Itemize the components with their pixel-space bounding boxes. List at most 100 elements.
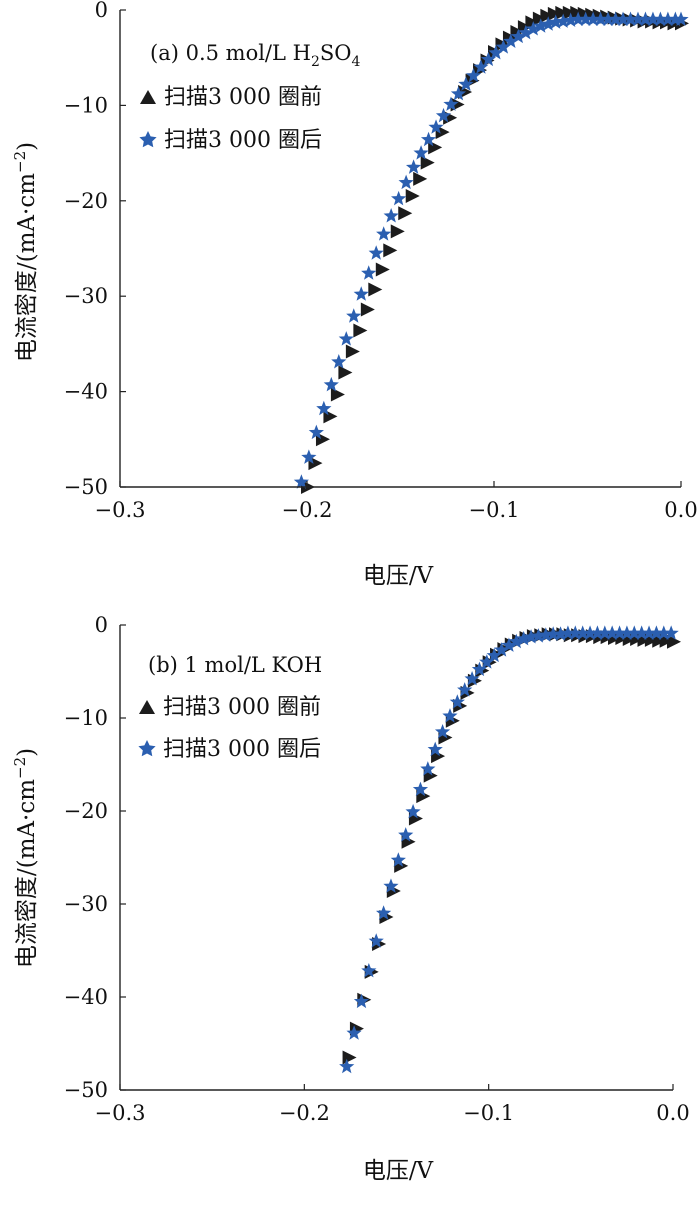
panel-b-legend: 扫描3 000 圈前 扫描3 000 圈后 xyxy=(138,695,321,762)
panel-b-star-point xyxy=(604,625,620,640)
panel-a-ticks: −0.3 −0.2 −0.1 0.0 0 −10 −20 −30 −40 −50 xyxy=(64,0,698,522)
panel-a-triangle-point xyxy=(532,11,547,26)
panel-b-star-point xyxy=(434,723,451,739)
panel-a-y-axis-title: 电流密度/(mA·cm−2) xyxy=(11,142,40,362)
panel-a-star-point xyxy=(585,11,601,27)
panel-a-star-point xyxy=(548,14,564,29)
panel-a-star-point xyxy=(316,400,332,416)
panel-a-star-point xyxy=(525,21,541,36)
panel-a-triangle-point xyxy=(353,323,368,338)
panel-a-star-point xyxy=(555,13,571,28)
panel-b-star-point xyxy=(641,625,657,640)
panel-b-x-tick-label: −0.2 xyxy=(279,1101,330,1125)
panel-a-triangle-point xyxy=(525,15,540,30)
panel-a-star-point xyxy=(570,11,586,27)
panel-a-star-point xyxy=(540,16,556,31)
panel-b-star-point xyxy=(493,642,510,657)
panel-b-series-after xyxy=(339,625,679,1074)
panel-a-star-point xyxy=(301,449,317,464)
panel-b-legend-triangle-marker xyxy=(139,700,155,714)
panel-a-x-axis-title: 电压/V xyxy=(363,563,434,589)
panel-b-y-tick-label: −40 xyxy=(64,985,108,1009)
panel-a-condition-label: (a) 0.5 mol/L H2SO4 xyxy=(150,41,360,70)
panel-b-plot-area xyxy=(339,625,681,1074)
panel-b-y-tick-label: −30 xyxy=(64,892,108,916)
panel-a-triangle-point xyxy=(562,5,577,20)
panel-a-star-point xyxy=(293,474,309,489)
panel-a-star-point xyxy=(578,11,594,27)
panel-b-legend-item-before: 扫描3 000 圈前 xyxy=(139,695,321,720)
panel-a-star-point xyxy=(435,107,452,123)
panel-b-star-point xyxy=(412,781,429,797)
panel-b-star-point xyxy=(361,962,377,978)
panel-a-star-point xyxy=(391,190,407,206)
panel-a-triangle-point xyxy=(390,224,405,239)
panel-a-star-point xyxy=(673,11,689,27)
panel-b-star-point xyxy=(538,627,554,642)
panel-a-star-point xyxy=(563,12,579,27)
panel-a-triangle-point xyxy=(383,243,398,258)
panel-b-star-point xyxy=(523,629,539,644)
panel-a-star-point xyxy=(645,11,661,27)
panel-a-series-after xyxy=(293,11,689,489)
panel-a-star-point xyxy=(480,51,496,67)
panel-b-star-point xyxy=(368,933,384,948)
panel-b-triangle-point xyxy=(667,634,681,649)
panel-b: −0.3 −0.2 −0.1 0.0 0 −10 −20 −30 −40 −50 (b) 1 mo… xyxy=(11,613,690,1184)
panel-a-y-tick-label: −10 xyxy=(64,93,108,117)
panel-a-triangle-point xyxy=(345,344,360,359)
panel-b-star-point xyxy=(567,625,583,640)
panel-b-star-point xyxy=(552,626,569,641)
panel-b-star-point xyxy=(464,670,480,686)
panel-a-star-point xyxy=(323,376,339,392)
panel-b-legend-label-after: 扫描3 000 圈后 xyxy=(163,737,321,762)
panel-a-legend-triangle-marker xyxy=(140,90,156,104)
panel-a-star-point xyxy=(533,18,549,33)
panel-a-triangle-point xyxy=(540,8,555,23)
panel-b-star-point xyxy=(611,625,628,640)
panel-a-triangle-point xyxy=(547,6,562,21)
panel-b-star-point xyxy=(346,1025,362,1040)
panel-b-legend-label-before: 扫描3 000 圈前 xyxy=(163,695,321,720)
panel-a-star-point xyxy=(503,33,519,48)
panel-a-x-tick-label: −0.3 xyxy=(95,498,146,522)
panel-b-star-point xyxy=(656,625,672,640)
panel-a-star-point xyxy=(346,308,362,323)
panel-b-star-point xyxy=(626,625,642,640)
panel-a-star-point xyxy=(376,226,392,241)
panel-a-star-point xyxy=(592,11,609,27)
panel-b-legend-item-after: 扫描3 000 圈后 xyxy=(138,737,321,762)
panel-b-legend-star-marker xyxy=(138,740,156,757)
panel-b-star-point xyxy=(634,625,650,640)
panel-b-x-tick-label: −0.3 xyxy=(95,1101,146,1125)
panel-a-triangle-point xyxy=(375,262,390,277)
panel-a-star-point xyxy=(660,11,676,27)
panel-b-series-before xyxy=(342,627,681,1065)
panel-a-star-point xyxy=(652,11,669,27)
panel-a-axes xyxy=(119,10,681,488)
panel-a-legend: 扫描3 000 圈前 扫描3 000 圈后 xyxy=(139,85,322,153)
panel-a-star-point xyxy=(465,67,482,83)
panel-a-y-tick-label: −30 xyxy=(64,284,108,308)
panel-a-y-tick-label: −50 xyxy=(64,475,108,499)
panel-b-star-point xyxy=(575,625,591,640)
panel-a-triangle-point xyxy=(360,302,375,317)
panel-a-legend-label-after: 扫描3 000 圈后 xyxy=(164,128,322,153)
panel-a-triangle-point xyxy=(413,171,428,186)
panel-a-y-tick-label: −20 xyxy=(64,189,108,213)
panel-b-star-point xyxy=(589,625,606,640)
panel-a: −0.3 −0.2 −0.1 0.0 0 −10 −20 −30 −40 −50 (a) 0.5 … xyxy=(11,0,698,589)
panel-a-legend-item-after: 扫描3 000 圈后 xyxy=(139,128,322,153)
panel-a-x-tick-label: 0.0 xyxy=(664,498,697,522)
panel-a-triangle-point xyxy=(420,155,435,170)
panel-a-star-point xyxy=(473,59,489,74)
panel-a-star-point xyxy=(383,208,399,223)
panel-b-star-point xyxy=(545,626,561,641)
panel-b-star-point xyxy=(530,628,547,643)
panel-b-star-point xyxy=(390,852,406,867)
panel-b-y-tick-label: 0 xyxy=(95,613,108,637)
panel-b-star-point xyxy=(442,708,458,723)
panel-b-star-point xyxy=(339,1058,355,1074)
panel-a-star-point xyxy=(420,131,437,147)
panel-a-y-tick-label: 0 xyxy=(95,0,108,22)
